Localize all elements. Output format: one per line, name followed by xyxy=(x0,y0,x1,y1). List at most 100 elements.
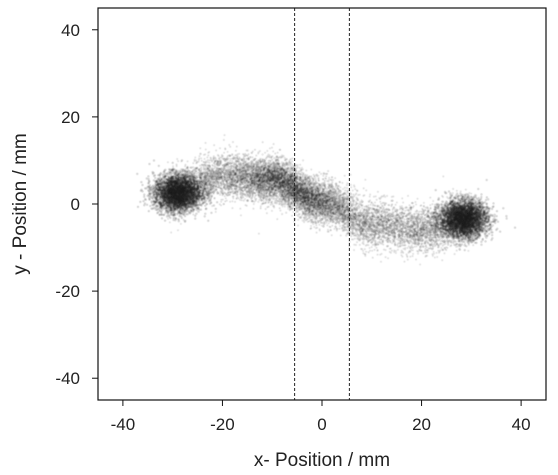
particle xyxy=(353,249,355,251)
particle xyxy=(259,205,262,208)
particle xyxy=(327,230,330,233)
particle xyxy=(243,159,246,162)
particle xyxy=(343,174,346,177)
particle xyxy=(423,249,426,252)
particle xyxy=(429,207,432,209)
particle xyxy=(244,204,247,207)
particle xyxy=(364,254,367,257)
particle xyxy=(222,139,225,141)
particle xyxy=(394,252,397,254)
particle xyxy=(352,193,355,196)
particle xyxy=(395,201,398,204)
particle xyxy=(369,236,372,239)
particle xyxy=(402,201,405,204)
particle xyxy=(345,200,348,203)
particle xyxy=(170,231,173,234)
particle xyxy=(243,188,246,191)
particle xyxy=(240,214,242,217)
particle xyxy=(452,188,454,190)
particle xyxy=(423,217,425,220)
particle xyxy=(419,215,422,218)
particle xyxy=(418,221,421,223)
particle xyxy=(177,229,179,232)
particle xyxy=(251,156,254,159)
particle xyxy=(272,150,275,153)
particle xyxy=(211,159,214,162)
particle xyxy=(442,196,444,198)
particle xyxy=(363,205,366,208)
particle xyxy=(334,225,337,228)
particle xyxy=(363,248,366,251)
particle xyxy=(377,190,379,193)
particle xyxy=(370,246,373,248)
particle xyxy=(300,171,303,174)
particle xyxy=(444,242,447,245)
particle xyxy=(355,201,357,203)
particle xyxy=(399,205,401,208)
particle xyxy=(369,249,371,252)
particle xyxy=(281,205,284,208)
particle xyxy=(371,256,374,259)
particle xyxy=(264,151,266,154)
x-tick-label: 0 xyxy=(317,415,326,434)
particle xyxy=(404,235,406,238)
particle xyxy=(299,163,302,166)
particle xyxy=(343,186,346,189)
particle xyxy=(220,200,223,203)
particle xyxy=(327,180,330,183)
particle xyxy=(200,157,203,160)
y-tick-label: -40 xyxy=(55,369,80,388)
particle xyxy=(203,158,206,160)
particle xyxy=(432,200,435,202)
particle xyxy=(376,205,379,207)
particle xyxy=(224,147,227,150)
particle xyxy=(354,188,357,191)
particle xyxy=(420,204,423,207)
y-tick-label: 40 xyxy=(61,21,80,40)
particle xyxy=(467,243,470,246)
particle xyxy=(362,187,365,190)
particle xyxy=(422,205,425,207)
particle xyxy=(355,196,358,199)
particle xyxy=(475,194,478,197)
x-tick-label: 40 xyxy=(512,415,531,434)
particle xyxy=(400,254,403,257)
particle xyxy=(393,251,396,253)
particle xyxy=(355,192,358,195)
particle xyxy=(199,147,202,150)
particle xyxy=(291,157,294,160)
particle xyxy=(386,195,388,197)
particle xyxy=(310,225,312,227)
particle xyxy=(213,158,215,161)
particle xyxy=(318,229,321,232)
particle xyxy=(393,214,396,217)
particle xyxy=(252,207,255,210)
particle xyxy=(329,226,332,228)
particle xyxy=(326,224,329,227)
particle xyxy=(421,242,424,245)
particle xyxy=(384,249,387,251)
particle xyxy=(455,249,458,252)
particle xyxy=(356,231,358,234)
particle xyxy=(441,259,444,262)
particle xyxy=(214,211,217,213)
particle xyxy=(221,194,224,197)
particle xyxy=(362,249,364,252)
particle xyxy=(373,248,376,251)
particle xyxy=(297,224,299,227)
particle xyxy=(337,185,340,187)
particle xyxy=(226,150,229,153)
particle xyxy=(384,256,387,259)
particle xyxy=(431,248,434,250)
particle xyxy=(416,197,419,200)
particle xyxy=(382,206,385,209)
particle xyxy=(228,144,231,146)
x-tick-label: -20 xyxy=(210,415,235,434)
particle xyxy=(409,255,412,258)
particle xyxy=(407,245,410,248)
particle xyxy=(193,160,196,163)
particle xyxy=(382,233,385,236)
y-tick-label: 20 xyxy=(61,108,80,127)
particle xyxy=(266,150,269,152)
particle xyxy=(239,207,242,210)
